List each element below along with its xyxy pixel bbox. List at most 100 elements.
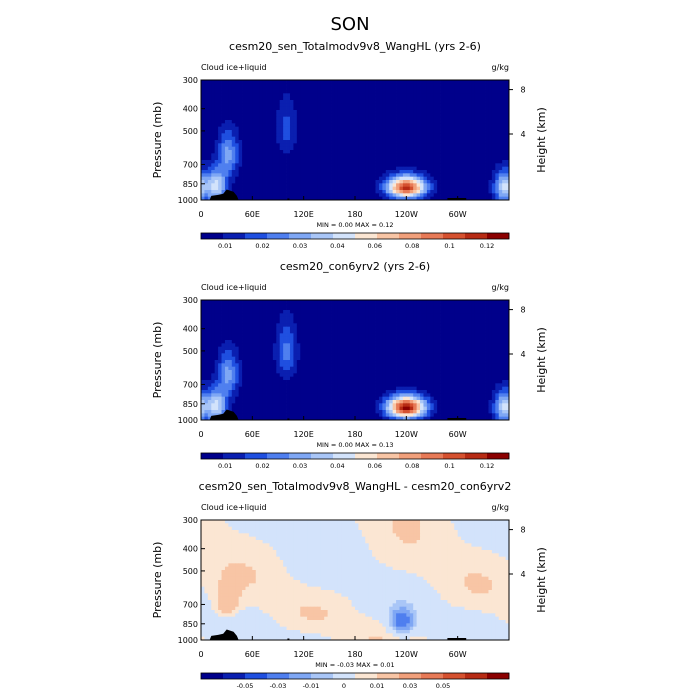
contour-cell [344,150,349,154]
contour-cell [368,153,373,158]
contour-cell [420,100,424,104]
contour-cell [317,193,322,198]
contour-cell [279,330,284,334]
contour-cell [485,103,489,108]
contour-cell [224,130,229,134]
contour-cell [207,96,212,101]
contour-cell [450,313,455,318]
contour-cell [365,126,370,131]
contour-cell [396,336,400,341]
contour-cell [272,310,277,314]
contour-cell [296,166,301,171]
contour-cell [372,323,376,328]
contour-cell [464,343,469,348]
contour-cell [440,90,445,94]
contour-cell [327,343,332,348]
contour-cell [272,120,277,124]
contour-cell [485,176,489,181]
contour-cell [399,136,404,141]
contour-cell [266,160,270,164]
contour-cell [242,323,246,328]
contour-cell [248,360,253,364]
contour-cell [467,106,472,111]
contour-cell [214,343,219,348]
contour-cell [242,313,246,318]
contour-cell [450,343,455,348]
contour-cell [420,170,424,174]
contour-cell [392,313,397,318]
contour-cell [331,93,335,98]
contour-cell [461,183,465,188]
contour-cell [498,190,503,194]
contour-cell [440,353,445,358]
contour-cell [211,86,216,91]
contour-cell [491,186,496,191]
contour-cell [266,196,270,201]
contour-cell [259,113,263,118]
contour-cell [378,146,383,151]
contour-cell [259,103,263,108]
contour-cell [224,180,229,184]
contour-cell [238,336,243,341]
contour-cell [248,170,253,174]
contour-cell [286,170,291,174]
contour-cell [286,123,291,128]
contour-cell [361,353,366,358]
contour-cell [372,186,376,191]
contour-cell [300,360,305,364]
contour-cell [283,190,287,194]
contour-cell [331,350,335,354]
contour-cell [406,340,411,344]
contour-cell [289,153,294,158]
contour-cell [348,86,352,91]
contour-cell [416,323,421,328]
contour-cell [430,196,435,201]
contour-cell [464,100,469,104]
contour-cell [231,126,236,131]
contour-cell [214,170,219,174]
contour-cell [242,160,246,164]
contour-cell [443,300,448,304]
contour-cell [238,100,243,104]
contour-cell [389,196,394,201]
contour-cell [467,340,472,344]
contour-cell [331,306,335,311]
contour-cell [300,153,305,158]
contour-cell [488,350,493,354]
contour-cell [228,333,233,338]
contour-cell [450,90,455,94]
contour-cell [502,133,506,138]
contour-cell [255,183,260,188]
contour-cell [279,336,284,341]
contour-cell [478,356,483,361]
contour-cell [420,83,424,88]
contour-cell [245,140,250,144]
contour-cell [437,326,441,331]
contour-cell [399,343,404,348]
contour-cell [389,333,394,338]
contour-cell [307,143,311,148]
contour-cell [235,146,240,151]
contour-cell [310,93,315,98]
contour-cell [450,310,455,314]
contour-cell [420,350,424,354]
contour-cell [495,96,500,101]
contour-cell [378,180,383,184]
contour-cell [450,116,455,121]
contour-cell [242,356,246,361]
contour-cell [413,133,417,138]
contour-cell [324,336,329,341]
contour-cell [252,140,257,144]
contour-cell [262,170,267,174]
contour-cell [392,186,397,191]
contour-cell [296,130,301,134]
contour-cell [276,80,281,84]
contour-cell [450,106,455,111]
contour-cell [348,110,352,114]
contour-cell [344,93,349,98]
contour-cell [334,146,339,151]
contour-cell [471,310,476,314]
contour-cell [481,313,486,318]
contour-cell [430,110,435,114]
contour-cell [262,83,267,88]
